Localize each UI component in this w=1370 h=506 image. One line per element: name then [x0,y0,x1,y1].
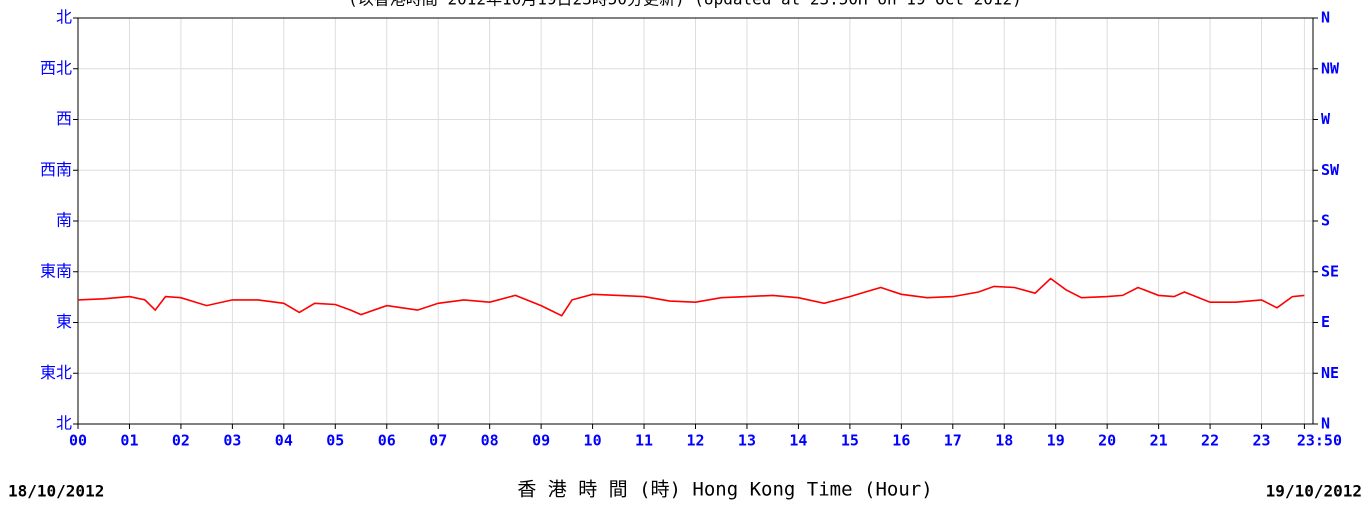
x-tick-label: 14 [789,432,807,450]
x-tick-label: 10 [584,432,602,450]
y2-tick-label: NE [1321,364,1339,382]
y2-tick-label: SE [1321,262,1339,280]
start-date: 18/10/2012 [8,482,104,501]
y2-tick-label: W [1321,110,1331,128]
plot-frame [77,17,1314,425]
x-tick-label: 04 [275,432,293,450]
data-line [77,277,1305,317]
y-tick-label: 北 [56,414,72,433]
y-tick-label: 東北 [40,363,72,382]
x-tick-label: 13 [738,432,756,450]
y-tick-label: 東南 [40,261,72,280]
x-tick-label: 23 [1253,432,1271,450]
x-tick-label: 03 [223,432,241,450]
x-tick-label: 22 [1201,432,1219,450]
x-tick-label: 08 [481,432,499,450]
x-tick-label: 00 [69,432,87,450]
x-tick-label: 15 [841,432,859,450]
x-tick-label: 16 [892,432,910,450]
x-tick-label: 12 [686,432,704,450]
x-tick-label: 23:50 [1297,432,1342,450]
x-tick-label: 01 [120,432,138,450]
x-tick-label: 19 [1047,432,1065,450]
y-tick-label: 南 [56,211,72,230]
x-tick-label: 07 [429,432,447,450]
y2-tick-label: E [1321,313,1330,331]
chart-title: (以香港時間 2012年10月19日23時50分更新) (Updated at … [348,0,1022,9]
y2-tick-label: NW [1321,59,1340,77]
x-tick-label: 20 [1098,432,1116,450]
y-tick-label: 西南 [40,160,72,179]
y2-tick-label: N [1321,9,1330,27]
x-tick-label: 05 [326,432,344,450]
x-tick-label: 21 [1150,432,1168,450]
y-tick-label: 西北 [40,58,72,77]
y2-tick-label: SW [1321,161,1340,179]
x-tick-label: 02 [172,432,190,450]
y2-tick-label: S [1321,212,1330,230]
x-tick-label: 17 [944,432,962,450]
y-tick-label: 北 [56,8,72,27]
end-date: 19/10/2012 [1266,482,1362,501]
y-tick-label: 東 [56,312,72,331]
x-tick-label: 09 [532,432,550,450]
y2-tick-label: N [1321,415,1330,433]
x-tick-label: 18 [995,432,1013,450]
y-tick-label: 西 [56,109,72,128]
x-tick-label: 11 [635,432,653,450]
x-axis-label: 香 港 時 間 (時) Hong Kong Time (Hour) [517,479,932,501]
x-tick-label: 06 [378,432,396,450]
